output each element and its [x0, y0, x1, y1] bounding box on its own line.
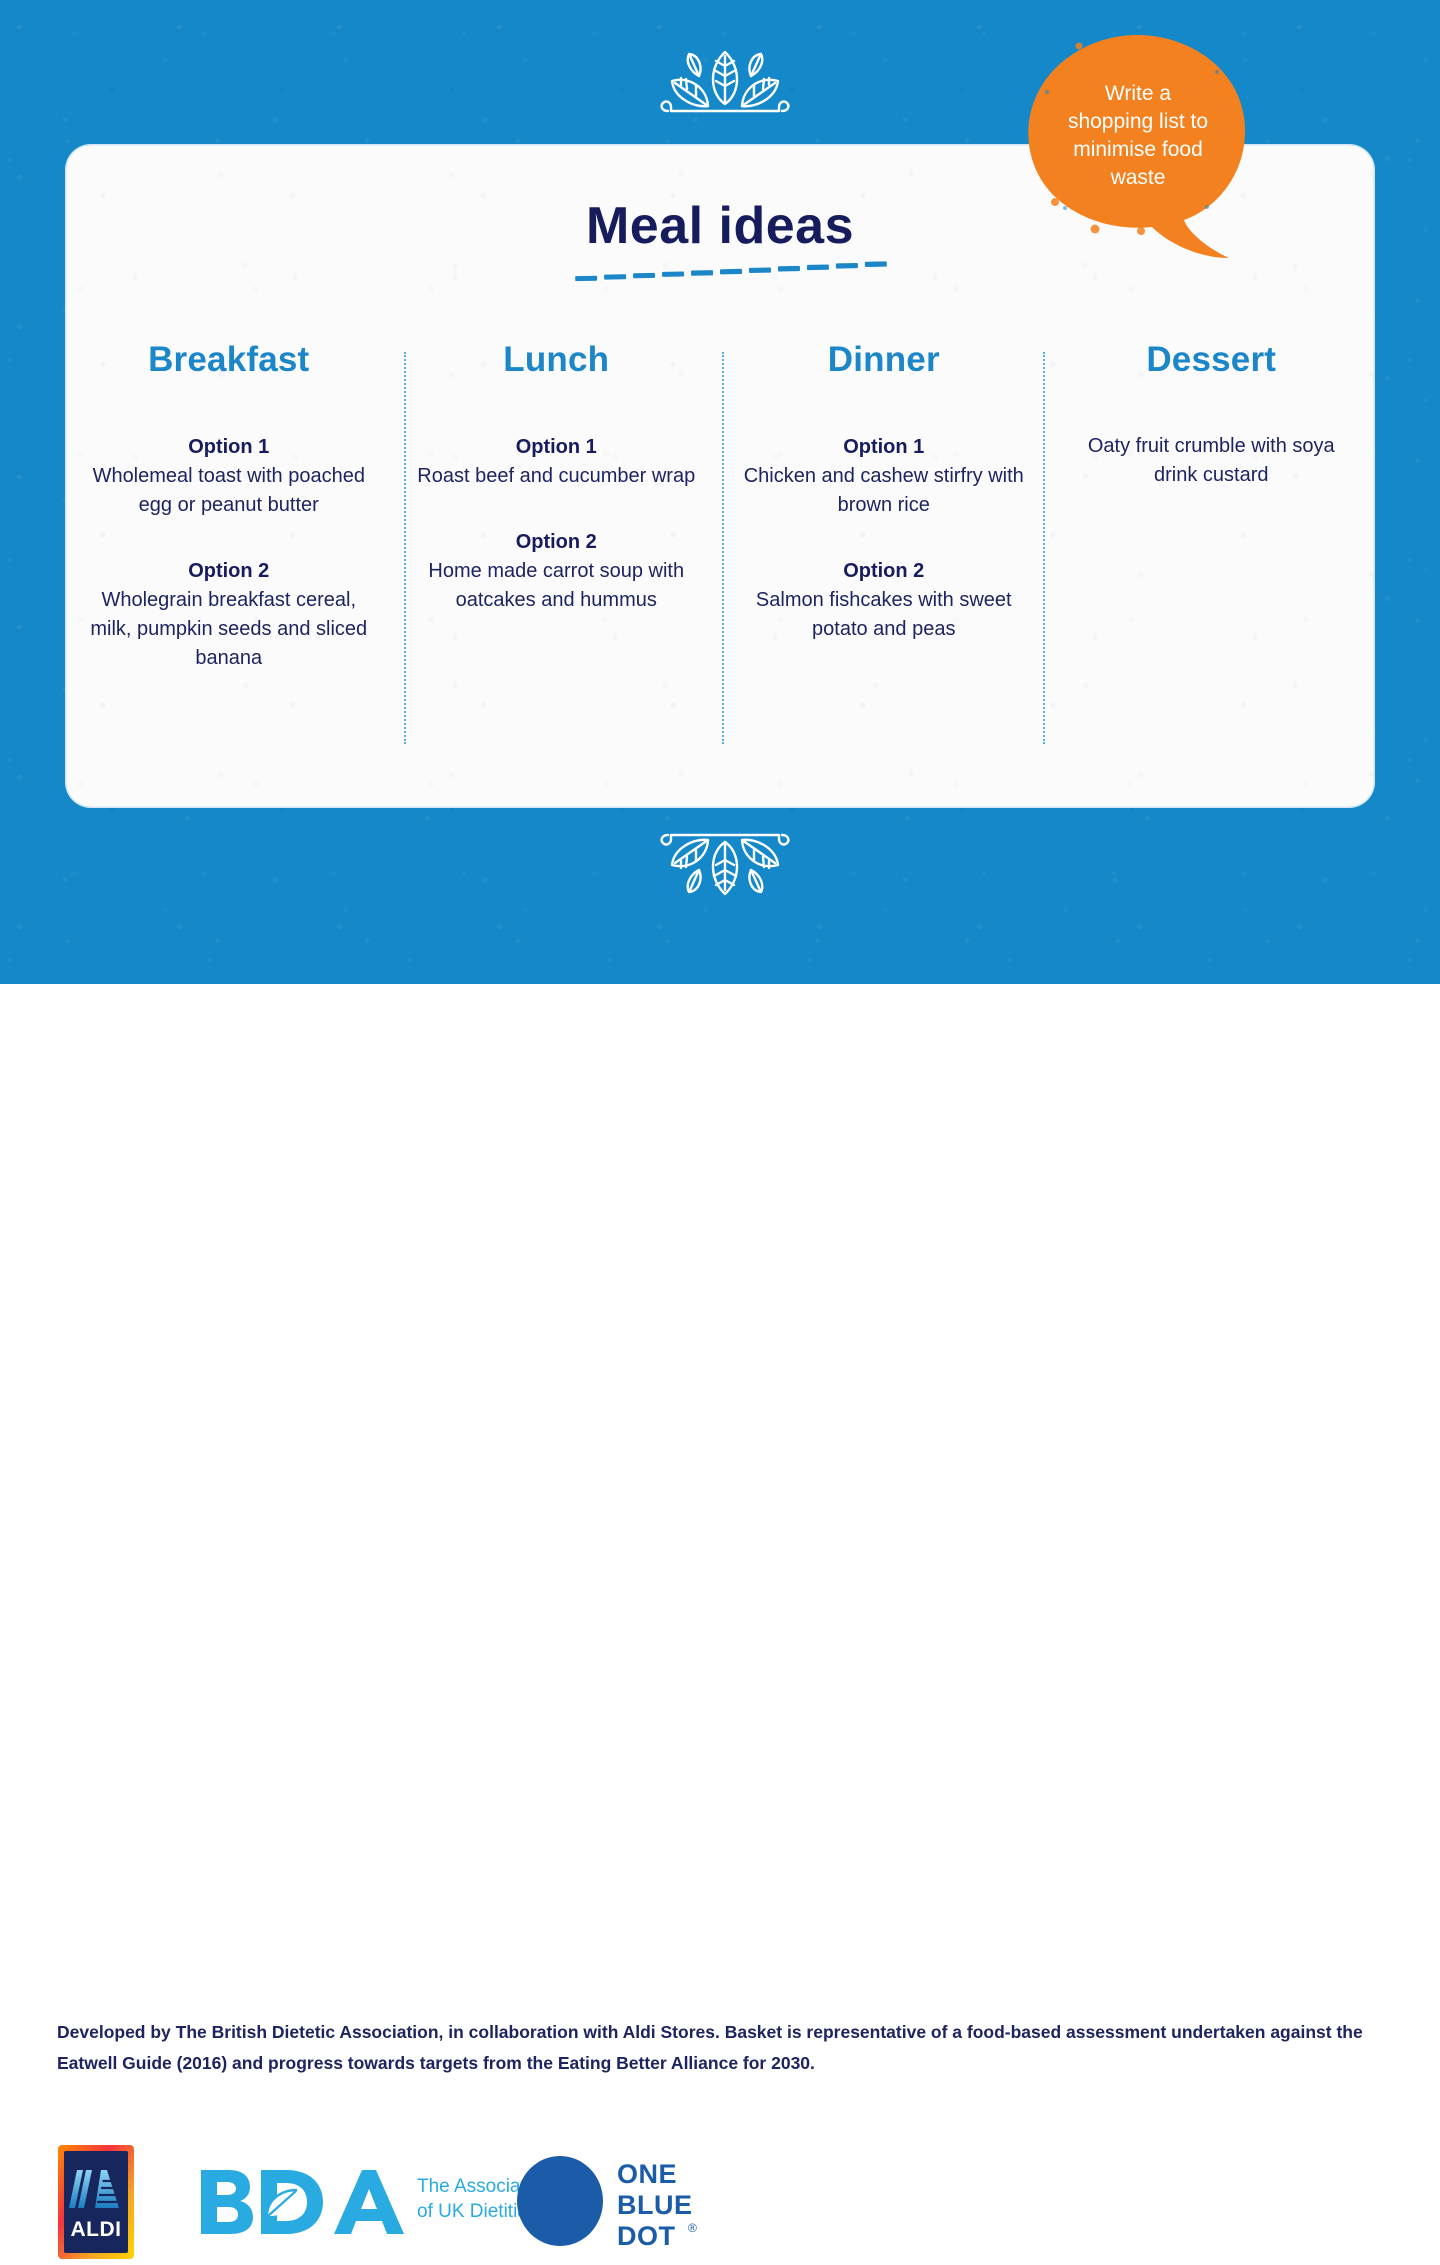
column-divider-3 [1043, 352, 1045, 744]
breakfast-option-1-label: Option 1 [188, 436, 270, 458]
lunch-option-1-text: Roast beef and cucumber wrap [417, 465, 696, 487]
spacer [409, 497, 705, 527]
obd-line-1: ONE [617, 2159, 677, 2189]
tip-bubble-text: Write a shopping list to minimise food w… [1031, 80, 1245, 192]
title-underline-dashes [575, 259, 887, 283]
column-dessert: Dessert Oaty fruit crumble with soya dri… [1048, 340, 1376, 760]
blue-dot-icon [517, 2156, 603, 2246]
breakfast-option-1: Option 1 Wholemeal toast with poached eg… [81, 432, 377, 520]
hero-section: Meal ideas [0, 0, 1440, 984]
breakfast-option-1-text: Wholemeal toast with poached egg or pean… [92, 465, 365, 516]
column-divider-1 [404, 352, 406, 744]
dinner-option-2: Option 2 Salmon fishcakes with sweet pot… [736, 556, 1032, 644]
tip-line-1: Write a [1104, 82, 1172, 105]
tip-line-2: shopping list to [1067, 110, 1209, 133]
dinner-option-1: Option 1 Chicken and cashew stirfry with… [736, 432, 1032, 520]
lunch-option-2-label: Option 2 [515, 531, 597, 553]
spacer [81, 526, 377, 556]
leaf-ornament-top-icon [650, 38, 800, 122]
meal-columns: Breakfast Option 1 Wholemeal toast with … [65, 340, 1375, 760]
aldi-wordmark-text: ALDI [135, 2144, 136, 2145]
breakfast-option-2: Option 2 Wholegrain breakfast cereal, mi… [81, 556, 377, 673]
aldi-wordmark: ALDI [71, 2218, 122, 2241]
dinner-option-1-text: Chicken and cashew stirfry with brown ri… [743, 465, 1024, 516]
column-heading-dessert: Dessert [1146, 340, 1277, 379]
dinner-option-1-label: Option 1 [843, 436, 925, 458]
bda-logo: The Association of UK Dietitians BDA The… [195, 2164, 551, 2240]
aldi-logo: ALDI ALDI [57, 2144, 135, 2260]
lunch-option-2-text: Home made carrot soup with oatcakes and … [428, 560, 685, 611]
dinner-option-2-text: Salmon fishcakes with sweet potato and p… [755, 589, 1012, 640]
column-divider-2 [722, 352, 724, 744]
obd-line-2: BLUE [617, 2190, 693, 2220]
leaf-ornament-bottom-icon [650, 824, 800, 908]
breakfast-option-2-text: Wholegrain breakfast cereal, milk, pumpk… [90, 589, 368, 669]
column-heading-breakfast: Breakfast [148, 340, 310, 379]
obd-line-3-text: DOT [746, 2156, 747, 2157]
one-blue-dot-logo: ONE BLUE DOT ® ONE BLUE DOT [516, 2156, 747, 2251]
footer-section: Developed by The British Dietetic Associ… [0, 984, 1440, 2259]
obd-line-1-text: ONE [746, 2156, 747, 2157]
dinner-option-2-label: Option 2 [843, 560, 925, 582]
column-lunch: Lunch Option 1 Roast beef and cucumber w… [393, 340, 721, 760]
column-heading-dinner: Dinner [827, 340, 940, 379]
obd-line-3: DOT [617, 2221, 676, 2250]
tip-line-4: waste [1110, 166, 1166, 189]
tip-line-3: minimise food [1073, 138, 1203, 161]
breakfast-option-2-label: Option 2 [188, 560, 270, 582]
bda-tagline-line-1: The Association [417, 2176, 525, 2197]
page-title: Meal ideas [585, 197, 855, 255]
dessert-option-1: Oaty fruit crumble with soya drink custa… [1064, 432, 1360, 490]
footnote-text: Developed by The British Dietetic Associ… [57, 2022, 1363, 2073]
column-dinner: Dinner Option 1 Chicken and cashew stirf… [720, 340, 1048, 760]
dessert-option-1-text: Oaty fruit crumble with soya drink custa… [1087, 435, 1335, 486]
obd-line-2-text: BLUE [746, 2156, 747, 2157]
bda-tagline-line-2: of UK Dietitians [417, 2201, 525, 2222]
lunch-option-1: Option 1 Roast beef and cucumber wrap [409, 432, 705, 491]
obd-registered-mark: ® [688, 2221, 697, 2235]
column-heading-lunch: Lunch [503, 340, 610, 379]
spacer [736, 526, 1032, 556]
column-breakfast: Breakfast Option 1 Wholemeal toast with … [65, 340, 393, 760]
lunch-option-1-label: Option 1 [515, 436, 597, 458]
lunch-option-2: Option 2 Home made carrot soup with oatc… [409, 527, 705, 615]
tip-speech-bubble [1021, 32, 1255, 262]
